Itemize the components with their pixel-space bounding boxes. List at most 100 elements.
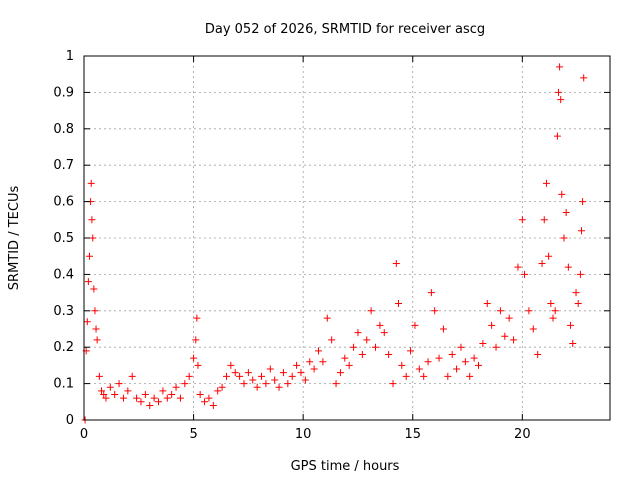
- data-point: [218, 383, 226, 391]
- data-point: [448, 350, 456, 358]
- data-point: [407, 347, 415, 355]
- y-tick-label: 0: [66, 413, 74, 428]
- data-point: [479, 340, 487, 348]
- data-point: [558, 190, 566, 198]
- data-point: [542, 179, 550, 187]
- data-point: [93, 336, 101, 344]
- data-point: [196, 391, 204, 399]
- data-point: [253, 383, 261, 391]
- data-point: [492, 343, 500, 351]
- data-point: [163, 394, 171, 402]
- y-axis-label: SRMTID / TECUs: [7, 186, 22, 291]
- data-point: [133, 394, 141, 402]
- data-point: [89, 234, 97, 242]
- data-point: [376, 321, 384, 329]
- data-point: [534, 350, 542, 358]
- data-point: [146, 401, 154, 409]
- data-point: [194, 361, 202, 369]
- data-point: [91, 307, 99, 315]
- data-point: [553, 132, 561, 140]
- data-point: [554, 88, 562, 96]
- data-point: [88, 216, 96, 224]
- data-point: [345, 361, 353, 369]
- data-point: [574, 300, 582, 308]
- data-point: [578, 227, 586, 235]
- data-point: [371, 343, 379, 351]
- data-point: [420, 372, 428, 380]
- data-point: [185, 372, 193, 380]
- data-point: [545, 252, 553, 260]
- y-tick-label: 0.3: [53, 304, 74, 319]
- x-tick-label: 10: [295, 427, 312, 442]
- data-point: [284, 380, 292, 388]
- data-point: [155, 398, 163, 406]
- data-point: [98, 387, 106, 395]
- x-tick-label: 20: [514, 427, 531, 442]
- data-point: [453, 365, 461, 373]
- data-point: [288, 372, 296, 380]
- grid-layer: [84, 56, 610, 420]
- data-point: [525, 307, 533, 315]
- data-point: [538, 259, 546, 267]
- data-point: [258, 372, 266, 380]
- data-point: [521, 270, 529, 278]
- data-point: [496, 307, 504, 315]
- data-point: [100, 391, 108, 399]
- data-point: [301, 376, 309, 384]
- data-point: [569, 340, 577, 348]
- data-point: [262, 380, 270, 388]
- x-tick-label: 0: [80, 427, 88, 442]
- data-point: [564, 263, 572, 271]
- data-point: [102, 394, 110, 402]
- y-tick-label: 0.6: [53, 195, 74, 210]
- data-point: [193, 314, 201, 322]
- data-point: [128, 372, 136, 380]
- data-point: [92, 325, 100, 333]
- data-point: [576, 270, 584, 278]
- data-point: [395, 300, 403, 308]
- data-point: [240, 380, 248, 388]
- data-point: [363, 336, 371, 344]
- data-point: [85, 252, 93, 260]
- data-point: [111, 391, 119, 399]
- data-point: [549, 314, 557, 322]
- data-point: [266, 365, 274, 373]
- x-tick-label: 5: [189, 427, 197, 442]
- data-point: [560, 234, 568, 242]
- y-tick-label: 0.9: [53, 85, 74, 100]
- data-point: [354, 329, 362, 337]
- data-points-layer: [81, 63, 588, 424]
- data-point: [209, 401, 217, 409]
- data-point: [392, 259, 400, 267]
- data-point: [411, 321, 419, 329]
- data-point: [580, 74, 588, 82]
- data-point: [192, 336, 200, 344]
- data-point: [415, 365, 423, 373]
- data-point: [457, 343, 465, 351]
- data-point: [297, 369, 305, 377]
- data-point: [150, 394, 158, 402]
- data-point: [279, 369, 287, 377]
- data-point: [435, 354, 443, 362]
- data-point: [367, 307, 375, 315]
- data-point: [244, 369, 252, 377]
- data-point: [556, 63, 564, 71]
- data-point: [427, 289, 435, 297]
- data-point: [518, 216, 526, 224]
- data-point: [190, 354, 198, 362]
- data-point: [319, 358, 327, 366]
- data-point: [483, 300, 491, 308]
- y-tick-label: 0.7: [53, 158, 74, 173]
- data-point: [358, 350, 366, 358]
- data-point: [159, 387, 167, 395]
- data-point: [315, 347, 323, 355]
- data-point: [547, 300, 555, 308]
- data-point: [501, 332, 509, 340]
- data-point: [95, 372, 103, 380]
- data-point: [310, 365, 318, 373]
- y-tick-label: 0.4: [53, 267, 74, 282]
- data-point: [115, 380, 123, 388]
- data-point: [84, 278, 92, 286]
- y-tick-label: 0.8: [53, 122, 74, 137]
